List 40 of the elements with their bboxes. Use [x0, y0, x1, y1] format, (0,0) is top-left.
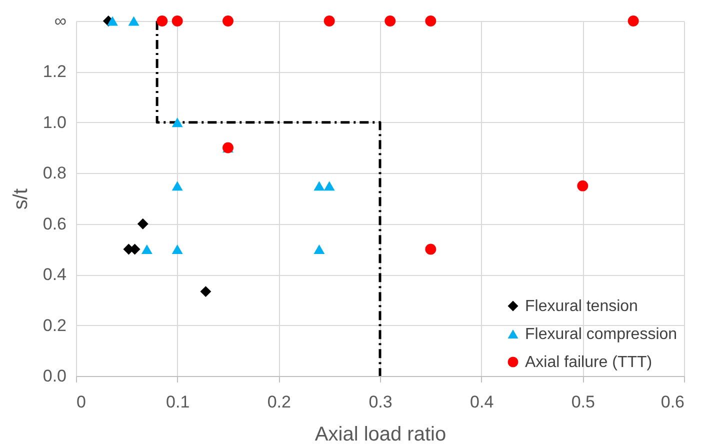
- point: [628, 16, 639, 26]
- point: [222, 16, 234, 26]
- point: [314, 181, 325, 191]
- y-tick-label: 1.0: [42, 112, 66, 132]
- legend-label: Axial failure (TTT): [525, 354, 652, 371]
- point: [137, 218, 148, 230]
- x-axis-title: Axial load ratio: [314, 424, 446, 446]
- x-tick-label: 0.1: [166, 392, 190, 412]
- y-tick-label: 0.0: [42, 366, 66, 386]
- legend-label: Flexural compression: [525, 326, 678, 343]
- point: [141, 244, 152, 254]
- y-tick-label: ∞: [54, 12, 66, 30]
- y-tick-label: 0.4: [42, 265, 66, 284]
- point: [425, 16, 436, 26]
- point: [384, 16, 396, 26]
- y-tick-label: 0.2: [42, 316, 66, 335]
- y-tick-label: 1.2: [42, 62, 66, 82]
- point: [200, 286, 212, 298]
- x-tick-label: 0.3: [368, 392, 392, 412]
- point: [107, 16, 118, 26]
- x-tick-label: 0.2: [267, 392, 291, 412]
- point: [425, 244, 436, 255]
- point: [172, 118, 183, 128]
- y-axis-title: s/t: [10, 188, 32, 210]
- y-tick-label: 0.6: [42, 214, 66, 234]
- x-tick-label: 0.5: [571, 392, 595, 412]
- legend-label: Flexural tension: [525, 298, 638, 315]
- point: [577, 180, 588, 192]
- point: [172, 181, 183, 191]
- point: [172, 244, 183, 254]
- x-tick-label: 0.4: [470, 392, 494, 412]
- point: [156, 16, 168, 26]
- x-tick-label: 0: [76, 392, 86, 412]
- x-tick-label: 0.6: [660, 392, 684, 412]
- point: [314, 244, 325, 254]
- point: [324, 181, 335, 191]
- y-tick-label: 0.8: [42, 164, 66, 183]
- point: [324, 16, 335, 26]
- point: [172, 16, 183, 26]
- point: [128, 16, 140, 26]
